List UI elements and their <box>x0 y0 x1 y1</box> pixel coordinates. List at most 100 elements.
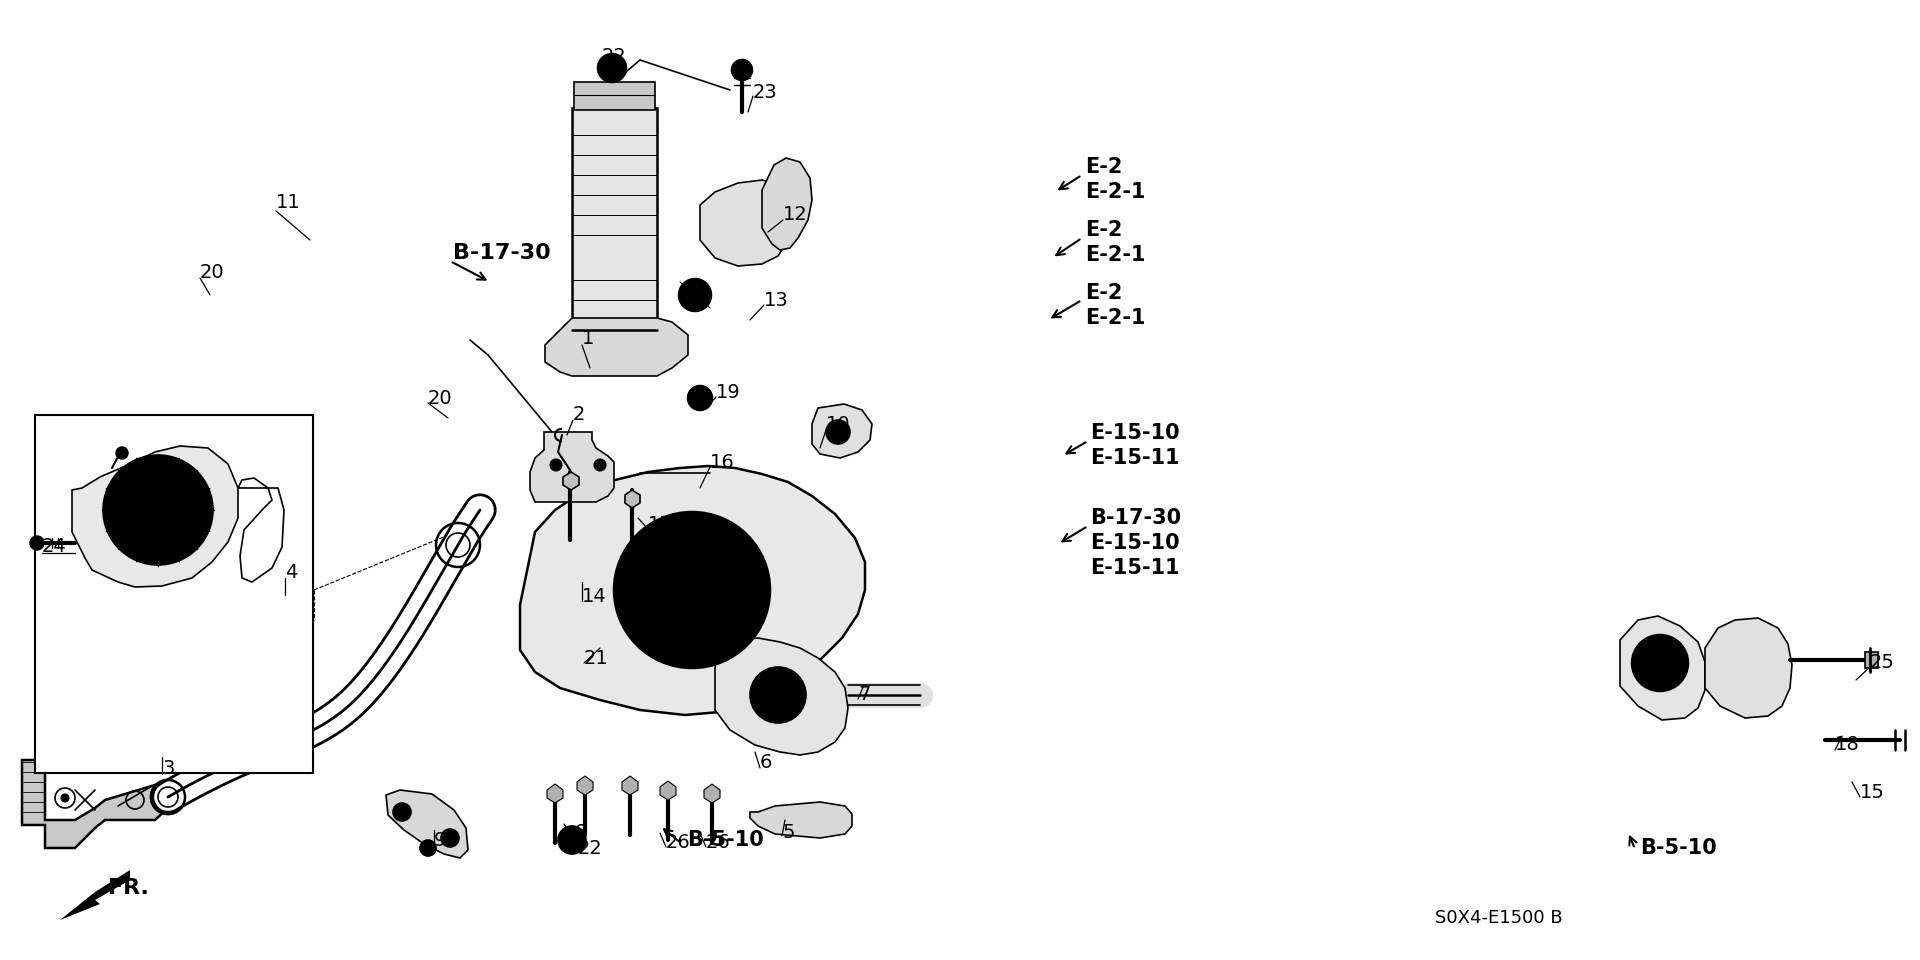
Text: 5: 5 <box>781 823 795 842</box>
Circle shape <box>104 455 213 565</box>
Circle shape <box>549 459 563 471</box>
Polygon shape <box>73 446 238 587</box>
Text: S0X4-E1500 B: S0X4-E1500 B <box>1434 909 1563 927</box>
Text: 20: 20 <box>200 262 225 281</box>
Polygon shape <box>520 466 866 715</box>
Text: 16: 16 <box>710 453 735 472</box>
Polygon shape <box>705 784 720 803</box>
Circle shape <box>680 279 710 311</box>
Polygon shape <box>547 784 563 803</box>
Text: B-5-10: B-5-10 <box>687 830 764 850</box>
Text: 8: 8 <box>574 824 588 843</box>
Text: 10: 10 <box>826 416 851 435</box>
Text: 15: 15 <box>1860 782 1885 802</box>
Circle shape <box>1642 645 1678 681</box>
Text: 2: 2 <box>572 405 586 424</box>
Circle shape <box>1653 656 1667 670</box>
Text: 1: 1 <box>582 328 595 348</box>
Text: 22: 22 <box>578 838 603 857</box>
Text: E-2-1: E-2-1 <box>1085 308 1146 328</box>
Text: E-15-11: E-15-11 <box>1091 448 1179 468</box>
Text: 26: 26 <box>666 833 691 852</box>
Polygon shape <box>812 404 872 458</box>
Polygon shape <box>545 318 687 376</box>
Text: 3: 3 <box>161 759 175 779</box>
Polygon shape <box>60 870 131 920</box>
Circle shape <box>593 459 607 471</box>
Circle shape <box>564 833 580 847</box>
Text: 21: 21 <box>584 649 609 667</box>
Circle shape <box>420 840 436 856</box>
Circle shape <box>826 420 851 444</box>
Text: E-15-10: E-15-10 <box>1091 533 1179 553</box>
Text: 14: 14 <box>582 587 607 606</box>
Polygon shape <box>751 802 852 838</box>
Text: 24: 24 <box>42 538 67 557</box>
Polygon shape <box>1864 652 1878 668</box>
Circle shape <box>146 498 171 522</box>
Text: FR.: FR. <box>108 878 150 898</box>
Circle shape <box>31 536 44 550</box>
Polygon shape <box>530 432 614 502</box>
Polygon shape <box>626 490 639 508</box>
Circle shape <box>693 392 707 404</box>
Polygon shape <box>578 776 593 795</box>
Circle shape <box>123 475 194 545</box>
Text: 13: 13 <box>764 291 789 309</box>
Circle shape <box>674 572 710 608</box>
Text: E-15-11: E-15-11 <box>1091 558 1179 578</box>
Text: B-17-30: B-17-30 <box>453 243 551 263</box>
Text: 18: 18 <box>1836 735 1860 755</box>
Circle shape <box>442 829 459 847</box>
Text: B-17-30: B-17-30 <box>1091 508 1181 528</box>
Circle shape <box>687 287 703 303</box>
Circle shape <box>732 60 753 80</box>
Circle shape <box>1632 635 1688 691</box>
Text: 4: 4 <box>284 563 298 582</box>
Polygon shape <box>563 472 580 490</box>
Text: 22: 22 <box>603 47 626 66</box>
Circle shape <box>559 826 586 854</box>
Text: 23: 23 <box>753 83 778 102</box>
Circle shape <box>115 447 129 459</box>
Circle shape <box>61 794 69 802</box>
Text: 6: 6 <box>760 754 772 773</box>
Text: E-2-1: E-2-1 <box>1085 245 1146 265</box>
Text: 9: 9 <box>434 831 445 851</box>
Polygon shape <box>1620 616 1705 720</box>
Polygon shape <box>21 760 169 848</box>
Bar <box>572 108 657 333</box>
Text: 7: 7 <box>858 685 870 705</box>
Text: E-2: E-2 <box>1085 220 1123 240</box>
Circle shape <box>397 808 405 816</box>
Circle shape <box>597 54 626 82</box>
Circle shape <box>764 681 791 709</box>
Polygon shape <box>622 776 637 795</box>
Polygon shape <box>701 180 791 266</box>
Polygon shape <box>762 158 812 250</box>
Circle shape <box>605 61 618 75</box>
Circle shape <box>687 386 712 410</box>
Text: 12: 12 <box>783 205 808 225</box>
Bar <box>35 415 313 773</box>
Text: E-2: E-2 <box>1085 283 1123 303</box>
Circle shape <box>445 834 453 842</box>
Polygon shape <box>386 790 468 858</box>
Bar <box>574 82 655 110</box>
Text: E-15-10: E-15-10 <box>1091 423 1179 443</box>
Text: E-2: E-2 <box>1085 157 1123 177</box>
Text: 19: 19 <box>716 382 741 401</box>
Circle shape <box>614 512 770 668</box>
Circle shape <box>394 803 411 821</box>
Circle shape <box>751 667 806 723</box>
Text: 17: 17 <box>649 515 672 534</box>
Text: 26: 26 <box>707 833 732 852</box>
Polygon shape <box>714 638 849 755</box>
Text: 25: 25 <box>1870 653 1895 671</box>
Polygon shape <box>660 781 676 800</box>
Polygon shape <box>1705 618 1791 718</box>
Text: E-2-1: E-2-1 <box>1085 182 1146 202</box>
Circle shape <box>641 540 741 640</box>
Circle shape <box>833 427 843 437</box>
Text: 20: 20 <box>428 389 453 407</box>
